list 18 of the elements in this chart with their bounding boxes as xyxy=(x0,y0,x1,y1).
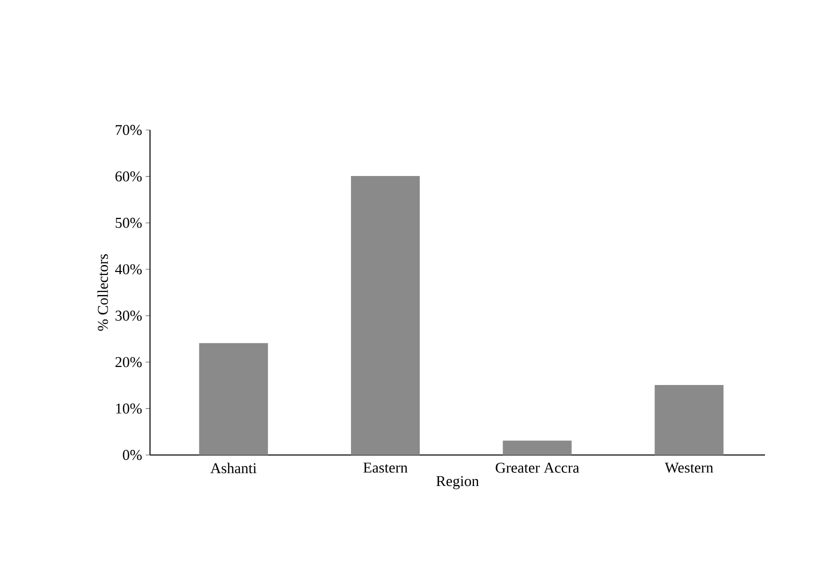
x-tick-label: Ashanti xyxy=(210,462,256,474)
y-tick-label: 70% xyxy=(116,124,142,136)
bar xyxy=(502,440,572,455)
x-tick-label: Eastern xyxy=(363,462,408,473)
y-tick-label: 40% xyxy=(115,264,142,274)
x-tick-label: Greater Accra xyxy=(496,462,580,473)
bar xyxy=(199,343,268,455)
x-axis-title: Region xyxy=(436,476,479,490)
y-tick-label: 10% xyxy=(116,403,142,414)
y-tick-label: 50% xyxy=(116,218,142,228)
y-tick-label: 0% xyxy=(122,450,142,460)
y-tick-label: 30% xyxy=(116,310,142,321)
y-tick-label: 60% xyxy=(115,171,142,182)
bar xyxy=(350,176,420,455)
y-axis-title: % Collectors xyxy=(97,254,108,331)
x-tick-label: Western xyxy=(664,462,714,473)
y-tick-label: 20% xyxy=(116,357,142,368)
bar xyxy=(654,384,724,455)
